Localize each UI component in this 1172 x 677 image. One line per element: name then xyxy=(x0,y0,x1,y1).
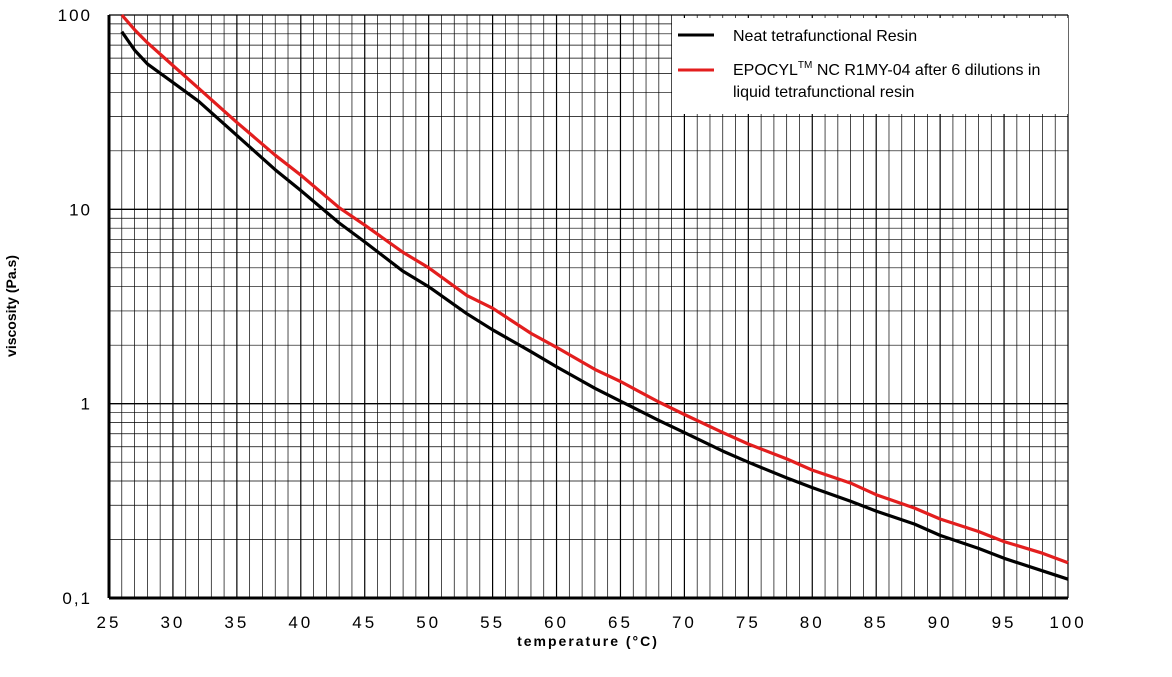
minor-gridlines xyxy=(109,15,1068,598)
x-tick-label: 40 xyxy=(288,613,313,632)
legend-label-epocyl-line2: liquid tetrafunctional resin xyxy=(733,84,914,101)
x-tick-labels: 25 30 35 40 45 50 55 60 65 70 75 80 85 90 95 100 xyxy=(97,613,1086,632)
x-tick-label: 45 xyxy=(352,613,377,632)
y-axis-title: viscosity (Pa.s) xyxy=(3,255,19,357)
legend-label-neat: Neat tetrafunctional Resin xyxy=(733,28,917,45)
x-tick-label: 80 xyxy=(800,613,825,632)
y-tick-label: 1 xyxy=(81,395,92,414)
y-tick-label: 0,1 xyxy=(62,589,92,608)
series-line-0 xyxy=(120,30,1069,581)
x-tick-label: 100 xyxy=(1049,613,1086,632)
x-tick-label: 65 xyxy=(608,613,633,632)
x-tick-label: 30 xyxy=(160,613,185,632)
legend-label-epocyl-main: EPOCYL xyxy=(733,62,798,79)
x-axis-title: temperature (°C) xyxy=(517,633,659,649)
x-tick-label: 25 xyxy=(97,613,122,632)
y-tick-label: 10 xyxy=(69,200,92,219)
x-tick-label: 50 xyxy=(416,613,441,632)
legend-box xyxy=(672,18,1068,114)
x-tick-label: 35 xyxy=(224,613,249,632)
y-tick-label: 100 xyxy=(58,6,92,25)
x-tick-label: 95 xyxy=(992,613,1017,632)
x-tick-label: 55 xyxy=(480,613,505,632)
x-tick-label: 85 xyxy=(864,613,889,632)
x-tick-label: 60 xyxy=(544,613,569,632)
legend-label-epocyl: EPOCYLTM NC R1MY-04 after 6 dilutions in xyxy=(733,60,1040,79)
legend: Neat tetrafunctional Resin EPOCYLTM NC R… xyxy=(672,18,1068,114)
x-tick-label: 70 xyxy=(672,613,697,632)
x-tick-label: 90 xyxy=(928,613,953,632)
series-layer xyxy=(120,13,1069,581)
series-line-1 xyxy=(120,13,1069,565)
y-tick-labels: 0,1 1 10 100 xyxy=(58,6,92,608)
legend-label-epocyl-sup: TM xyxy=(798,60,812,71)
legend-label-epocyl-rest: NC R1MY-04 after 6 dilutions in xyxy=(812,62,1040,79)
x-tick-label: 75 xyxy=(736,613,761,632)
